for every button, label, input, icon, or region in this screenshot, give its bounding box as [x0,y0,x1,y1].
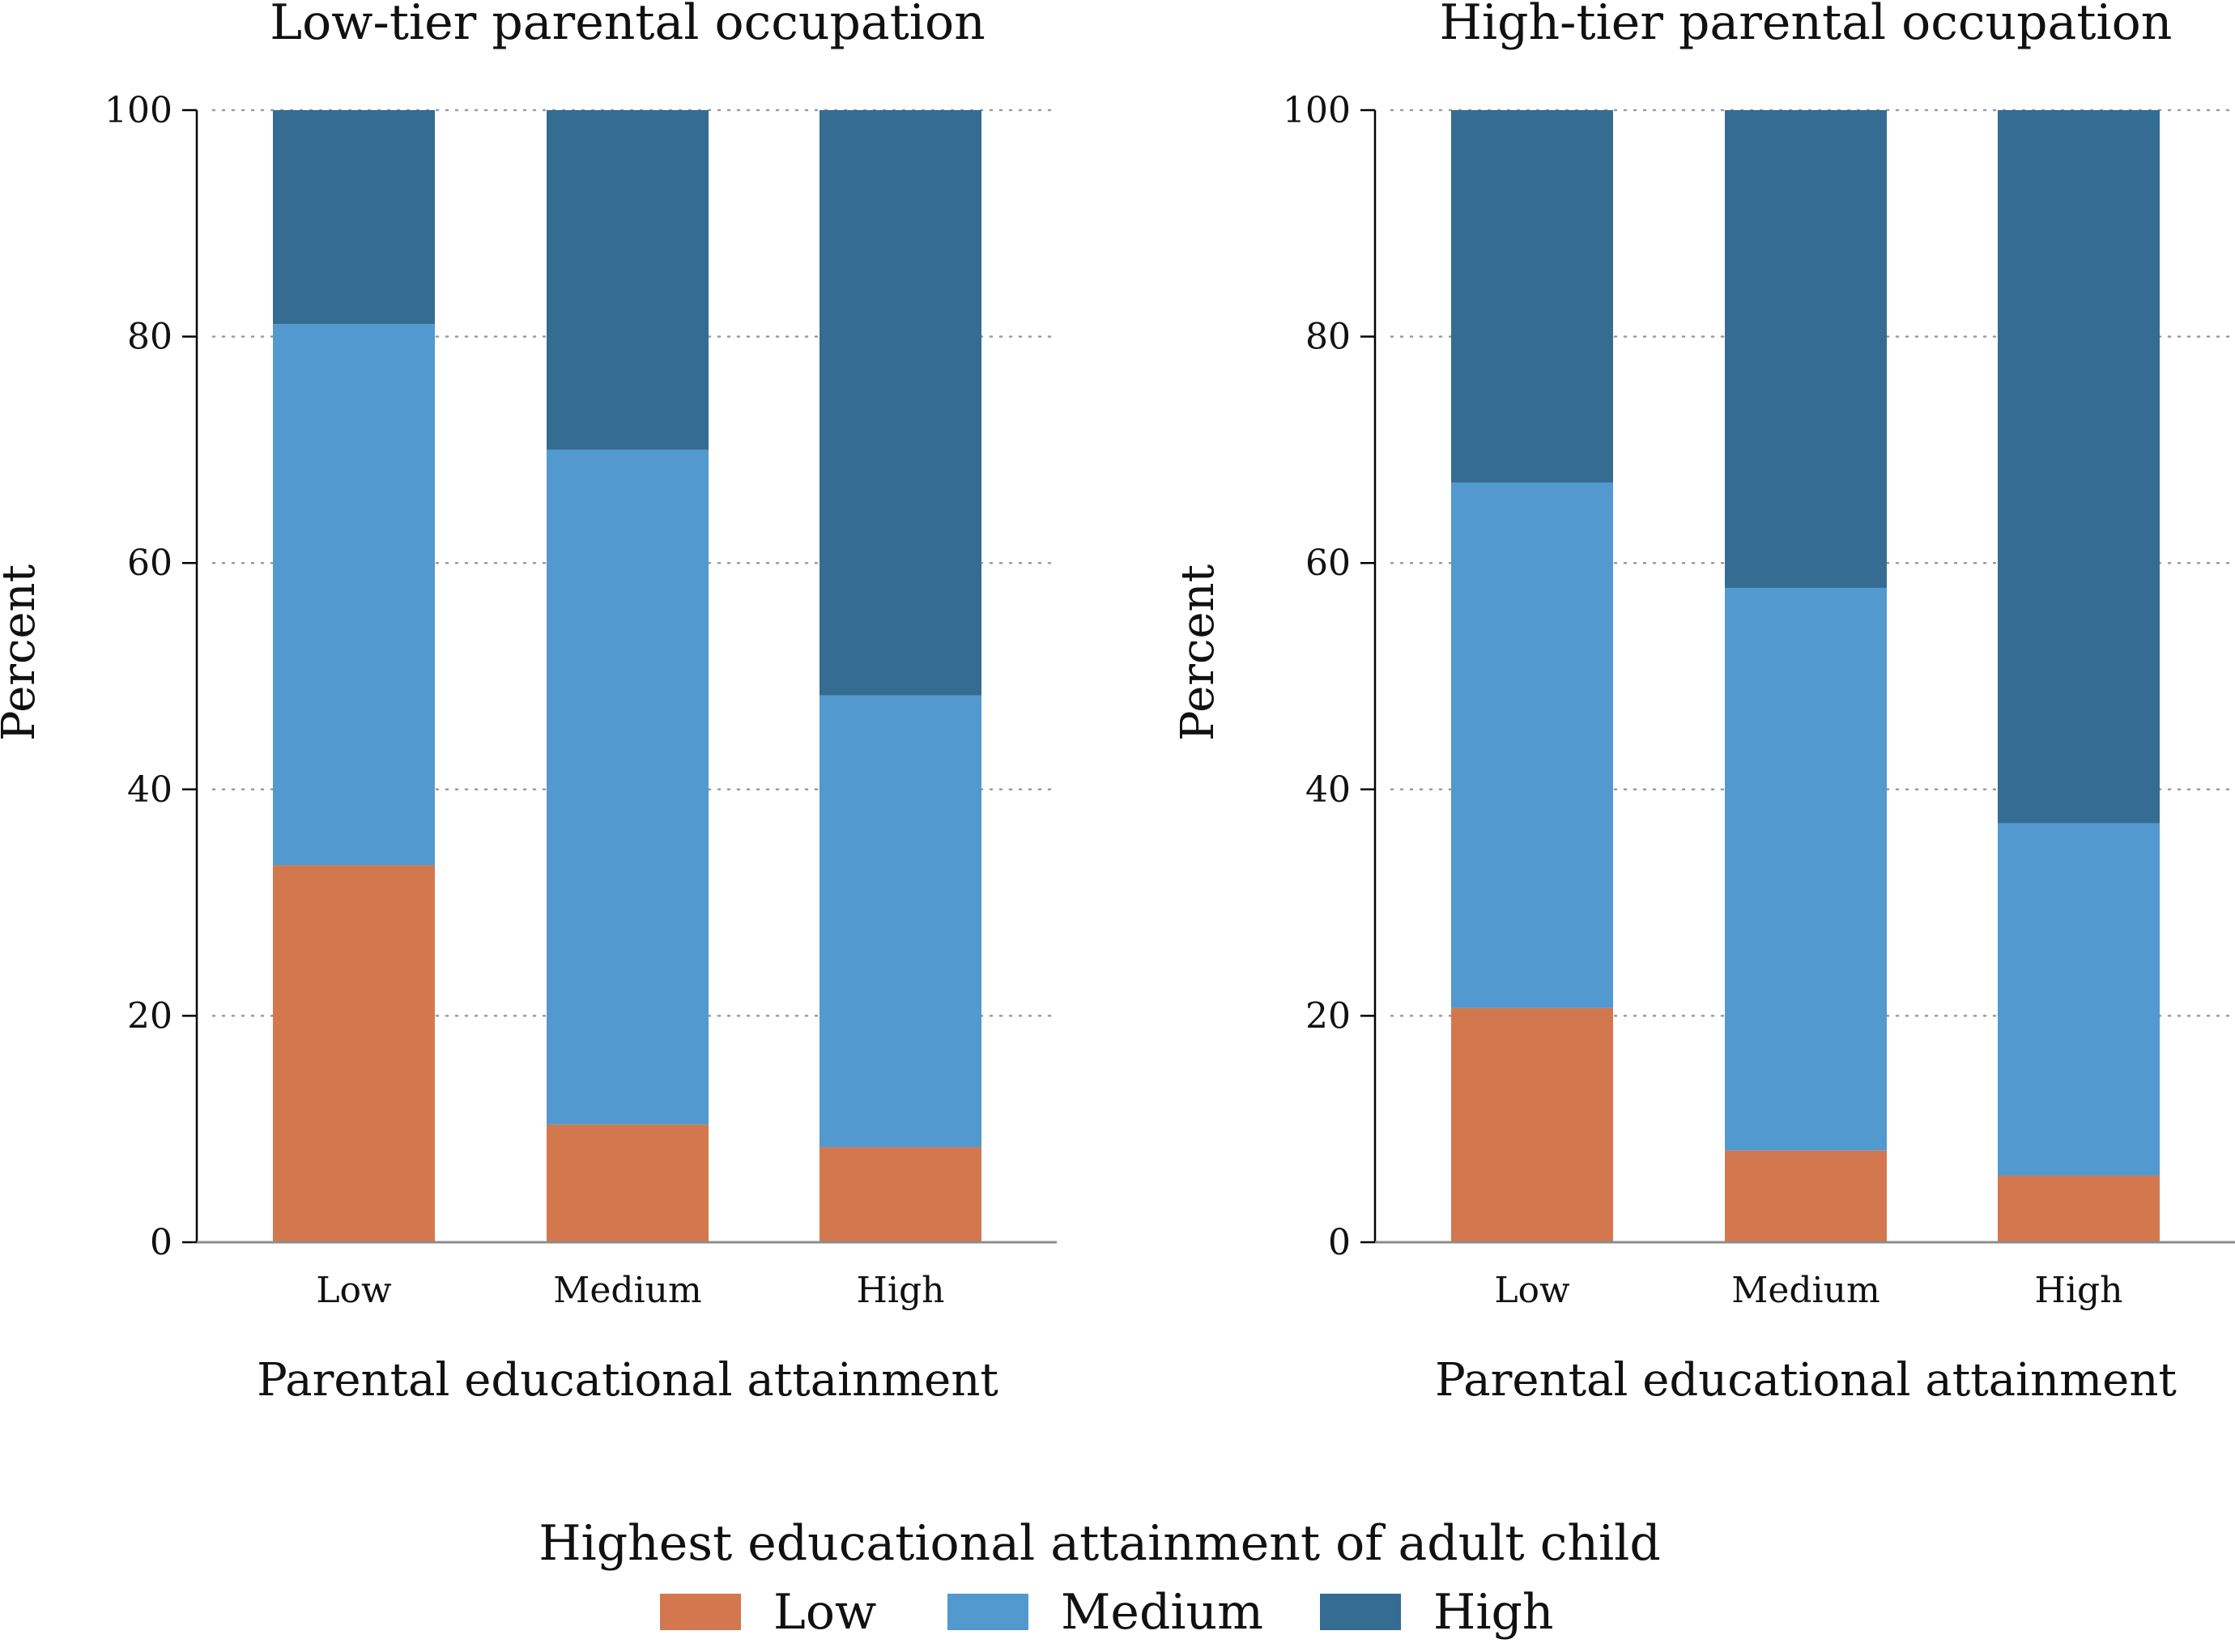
y-tick-label-100: 100 [1283,90,1351,131]
y-axis-title: Percent [1172,564,1224,741]
y-tick-label-40: 40 [127,769,172,811]
legend-item-medium: Medium [947,1584,1263,1641]
x-axis-title: Parental educational attainment [1435,1354,2177,1407]
legend-title: Highest educational attainment of adult … [539,1515,1661,1572]
bars [273,110,981,1242]
category-label-high: High [857,1270,945,1311]
bar-high-low [820,1147,981,1242]
bar-medium-low [1725,1150,1887,1242]
panel-title: High-tier parental occupation [1440,0,2173,51]
y-tick-labels: 0 20 40 60 80 100 [1283,90,1375,1263]
y-tick-label-80: 80 [127,317,172,358]
legend-label-medium: Medium [1061,1584,1263,1641]
category-label-low: Low [316,1270,392,1311]
category-labels: Low Medium High [1494,1270,2122,1311]
panel-high-tier: High-tier parental occupation Percent Pa… [1172,0,2235,1407]
bar-high-high [1998,110,2160,824]
legend-item-high: High [1320,1584,1554,1641]
bar-low-high [273,110,435,325]
bar-medium-low [547,1124,709,1242]
legend-item-low: Low [660,1584,876,1641]
panel-low-tier: Low-tier parental occupation Percent Par… [0,0,1058,1407]
bar-low-low [273,865,435,1242]
x-axis-title: Parental educational attainment [257,1354,998,1407]
y-tick-label-60: 60 [1305,543,1351,584]
category-label-low: Low [1494,1270,1570,1311]
bar-medium-medium [1725,587,1887,1151]
bar-medium-medium [547,449,709,1125]
bar-low-medium [1451,482,1613,1008]
category-labels: Low Medium High [316,1270,944,1311]
bar-low-high [1451,110,1613,483]
legend-swatch-high [1320,1594,1401,1630]
bar-medium-high [547,110,709,450]
bar-low-medium [273,324,435,866]
y-axis-title: Percent [0,564,45,741]
y-tick-labels: 0 20 40 60 80 100 [104,90,197,1263]
panel-title: Low-tier parental occupation [270,0,986,51]
bar-high-medium [1998,823,2160,1176]
category-label-high: High [2035,1270,2123,1311]
bar-high-high [820,110,981,696]
bar-high-low [1998,1175,2160,1242]
y-tick-label-0: 0 [150,1222,172,1263]
legend-label-high: High [1433,1584,1554,1641]
bar-low-low [1451,1007,1613,1242]
y-tick-label-20: 20 [1305,995,1351,1037]
y-tick-label-80: 80 [1305,317,1351,358]
legend-swatch-medium [947,1594,1028,1630]
bar-high-medium [820,695,981,1147]
bar-medium-high [1725,110,1887,588]
y-tick-label-20: 20 [127,995,172,1037]
legend: Highest educational attainment of adult … [539,1515,1661,1641]
legend-label-low: Low [773,1584,876,1641]
legend-swatch-low [660,1594,741,1630]
y-tick-label-0: 0 [1328,1222,1351,1263]
y-tick-label-60: 60 [127,543,172,584]
y-tick-label-40: 40 [1305,769,1351,811]
bars [1451,110,2160,1242]
category-label-medium: Medium [1731,1270,1880,1311]
category-label-medium: Medium [553,1270,701,1311]
y-tick-label-100: 100 [104,90,172,131]
